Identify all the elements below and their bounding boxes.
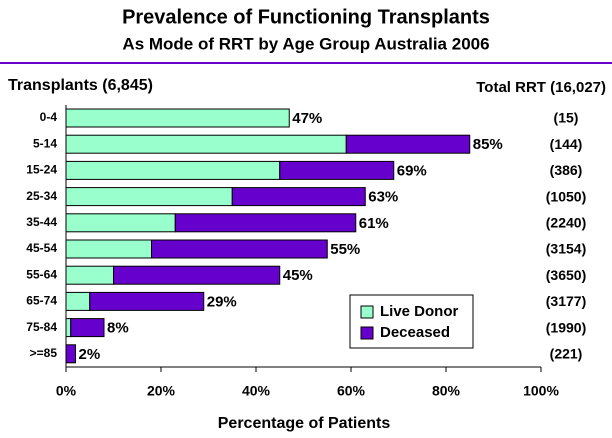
bar-segment (65, 344, 76, 364)
total-label: 47% (292, 110, 322, 127)
total-label: 63% (368, 189, 398, 206)
rrt-count: (221) (550, 346, 583, 362)
bar-segment (345, 134, 471, 154)
total-label: 61% (359, 215, 389, 232)
bar-segment (65, 265, 114, 285)
rrt-count: (3650) (546, 267, 586, 283)
y-tick-label: >=85 (30, 346, 58, 360)
y-tick-label: 65-74 (26, 294, 57, 308)
bar-segment (65, 291, 91, 311)
total-label: 8% (107, 320, 129, 337)
y-tick-label: 0-4 (40, 110, 58, 124)
bar-segment (151, 239, 328, 259)
bar-segment (70, 318, 105, 338)
rrt-count: (3177) (546, 293, 586, 309)
total-label: 69% (397, 162, 427, 179)
total-label: 85% (473, 136, 503, 153)
rrt-count: (1050) (546, 188, 586, 204)
rrt-count: (3154) (546, 241, 586, 257)
legend-swatch (360, 305, 374, 319)
bar-segment (65, 187, 233, 207)
bar-segment (65, 134, 347, 154)
bar-segment (65, 213, 176, 233)
y-tick-label: 45-54 (26, 241, 57, 255)
total-label: 29% (207, 293, 237, 310)
rrt-count: (15) (554, 110, 579, 126)
y-tick-label: 75-84 (26, 320, 57, 334)
x-axis-title: Percentage of Patients (218, 415, 391, 432)
legend-swatch (360, 326, 374, 340)
x-tick-label: 100% (523, 383, 559, 399)
total-label: 55% (330, 241, 360, 258)
bar-segment (65, 108, 290, 128)
bar-segment (279, 160, 395, 180)
bar-segment (65, 239, 152, 259)
total-label: 2% (79, 346, 101, 363)
rrt-count: (386) (550, 162, 583, 178)
x-tick-label: 20% (147, 383, 176, 399)
rrt-count: (2240) (546, 215, 586, 231)
x-tick-label: 40% (242, 383, 271, 399)
bar-segment (231, 187, 366, 207)
y-tick-label: 5-14 (33, 136, 57, 150)
total-label: 45% (283, 267, 313, 284)
x-tick-label: 80% (432, 383, 461, 399)
y-tick-label: 55-64 (26, 267, 57, 281)
bar-segment (65, 318, 72, 338)
x-tick-label: 60% (337, 383, 366, 399)
y-tick-label: 35-44 (26, 215, 57, 229)
bar-segment (174, 213, 357, 233)
chart-title: Prevalence of Functioning Transplants (122, 6, 490, 28)
bar-segment (113, 265, 281, 285)
left-header: Transplants (6,845) (8, 77, 153, 94)
legend-label: Live Donor (380, 303, 459, 320)
bar-segment (65, 160, 281, 180)
legend-label: Deceased (380, 324, 450, 341)
chart-subtitle: As Mode of RRT by Age Group Australia 20… (122, 34, 489, 53)
rrt-count: (144) (550, 136, 583, 152)
bar-segment (89, 291, 205, 311)
x-tick-label: 0% (56, 383, 77, 399)
y-tick-label: 15-24 (26, 163, 57, 177)
rrt-count: (1990) (546, 319, 586, 335)
y-tick-label: 25-34 (26, 189, 57, 203)
right-header: Total RRT (16,027) (476, 79, 606, 96)
